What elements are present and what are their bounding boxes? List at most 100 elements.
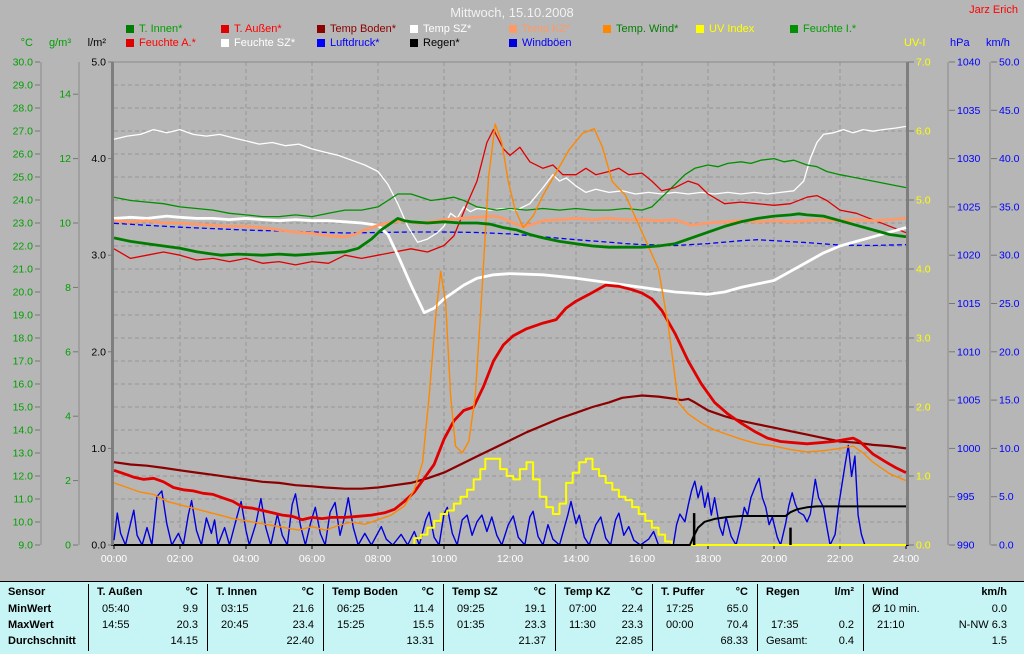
legend-swatch-temp_wind (603, 25, 611, 33)
axis-tick-label-kmh: 25.0 (999, 298, 1020, 310)
sensor-name: T. Puffer (661, 586, 705, 598)
max-value: 23.3 (621, 619, 643, 631)
max-time: 01:35 (457, 619, 485, 631)
avg-time: Gesamt: (766, 635, 808, 647)
axis-tick-label-kmh: 45.0 (999, 105, 1020, 117)
max-value: 20.3 (176, 619, 198, 631)
series-uv_index (114, 457, 906, 546)
legend-item-temp_wind: Temp. Wind* (603, 24, 678, 35)
axis-tick-label-gm3: 14 (59, 89, 71, 101)
axis-tick-label-uv: 7.0 (916, 57, 931, 69)
axis-tick-label-gm3: 10 (59, 218, 71, 230)
sensor-unit: km/h (981, 586, 1007, 598)
min-value: 21.6 (292, 603, 314, 615)
axis-tick-label-lm2: 4.0 (91, 153, 106, 165)
legend-item-feuchte_a: Feuchte A.* (126, 38, 196, 49)
legend-item-regen: Regen* (410, 38, 460, 49)
avg-value: 1.5 (991, 635, 1007, 647)
sensor-name: Temp SZ (452, 586, 498, 598)
series-temp_sz (113, 214, 907, 315)
max-value: 23.4 (292, 619, 314, 631)
legend-label: T. Außen* (234, 23, 282, 35)
row-label: Sensor (8, 586, 46, 598)
axis-tick-label-hpa: 1005 (957, 395, 981, 407)
axis-unit-kmh: km/h (986, 37, 1010, 49)
series-feuchte_sz (113, 125, 907, 243)
series-temp_kz (113, 214, 907, 239)
max-time: 11:30 (569, 619, 596, 631)
avg-value: 21.37 (518, 635, 546, 647)
legend-item-temp_sz: Temp SZ* (410, 24, 471, 35)
axis-tick-label-temp: 26.0 (13, 149, 34, 161)
axis-unit-lm2: l/m² (87, 37, 106, 49)
min-time: 03:15 (221, 603, 249, 615)
avg-value: 0.4 (838, 635, 854, 647)
max-value: 15.5 (412, 619, 434, 631)
axis-unit-gm3: g/m³ (49, 37, 71, 49)
avg-value: 22.85 (615, 635, 643, 647)
axis-tick-label-uv: 3.0 (916, 333, 931, 345)
x-tick-label: 10:00 (431, 553, 457, 565)
avg-value: 22.40 (286, 635, 314, 647)
legend-label: Temp. Wind* (616, 23, 679, 35)
axis-tick-label-kmh: 50.0 (999, 57, 1020, 69)
axis-tick-label-kmh: 30.0 (999, 250, 1020, 262)
weather-chart: 9.0 10.0 11.0 12.0 13.0 14.0 15.0 16.0 17.0 18.0 1… (13, 57, 1020, 566)
legend-item-luftdruck: Luftdruck* (317, 38, 380, 49)
sensor-name: Temp Boden (332, 586, 398, 598)
series-feuchte_i (113, 157, 907, 218)
axis-unit-temp: °C (20, 37, 33, 49)
max-value: N-NW 6.3 (958, 619, 1007, 631)
axis-tick-label-kmh: 15.0 (999, 395, 1020, 407)
axis-tick-label-hpa: 1010 (957, 346, 981, 358)
axis-tick-label-uv: 2.0 (916, 402, 931, 414)
axis-tick-label-temp: 21.0 (13, 264, 34, 276)
axis-tick-label-hpa: 1040 (957, 57, 981, 69)
legend-label: Regen* (423, 37, 460, 49)
sensor-unit: °C (301, 586, 314, 598)
min-value: 9.9 (182, 603, 198, 615)
page-title: Mittwoch, 15.10.2008 (450, 5, 574, 20)
axis-tick-label-temp: 28.0 (13, 103, 34, 115)
axis-tick-label-temp: 23.0 (13, 218, 34, 230)
min-value: 11.4 (413, 603, 434, 615)
axis-tick-label-hpa: 1030 (957, 153, 981, 165)
max-time: 15:25 (337, 619, 365, 631)
axis-tick-label-kmh: 20.0 (999, 346, 1020, 358)
legend-item-temp_innen: T. Innen* (126, 24, 182, 35)
legend-item-temp_boden: Temp Boden* (317, 24, 396, 35)
series-temp_aussen (113, 283, 907, 522)
max-time: 21:10 (877, 619, 905, 631)
legend-item-feuchte_i: Feuchte I.* (790, 24, 856, 35)
axis-tick-label-uv: 4.0 (916, 264, 931, 276)
min-time: 05:40 (102, 603, 130, 615)
legend-label: Temp Boden* (330, 23, 397, 35)
max-time: 20:45 (221, 619, 249, 631)
axis-tick-label-lm2: 1.0 (91, 443, 106, 455)
axis-unit-hpa: hPa (950, 37, 970, 49)
axis-tick-label-temp: 15.0 (13, 402, 34, 414)
min-time: 06:25 (337, 603, 365, 615)
axis-tick-label-temp: 25.0 (13, 172, 34, 184)
legend-item-uv_index: UV Index (696, 24, 754, 35)
axis-tick-label-lm2: 2.0 (91, 346, 106, 358)
axis-tick-label-temp: 13.0 (13, 448, 34, 460)
avg-value: 68.33 (720, 635, 748, 647)
axis-tick-label-lm2: 3.0 (91, 250, 106, 262)
axis-tick-label-hpa: 990 (957, 540, 975, 552)
axis-tick-label-lm2: 5.0 (91, 57, 106, 69)
axis-tick-label-temp: 14.0 (13, 425, 34, 437)
table-divider (88, 584, 89, 651)
axis-tick-label-kmh: 0.0 (999, 540, 1014, 552)
row-label: Durchschnitt (8, 635, 76, 647)
max-value: 23.3 (524, 619, 546, 631)
axis-tick-label-temp: 20.0 (13, 287, 34, 299)
legend-label: Feuchte I.* (803, 23, 857, 35)
legend-label: Feuchte SZ* (234, 37, 296, 49)
legend-item-temp_aussen: T. Außen* (221, 24, 282, 35)
sensor-unit: °C (630, 586, 643, 598)
legend-swatch-temp_boden (317, 25, 325, 33)
x-tick-label: 24:00 (893, 553, 919, 565)
table-divider (652, 584, 653, 651)
legend-swatch-feuchte_sz (221, 39, 229, 47)
